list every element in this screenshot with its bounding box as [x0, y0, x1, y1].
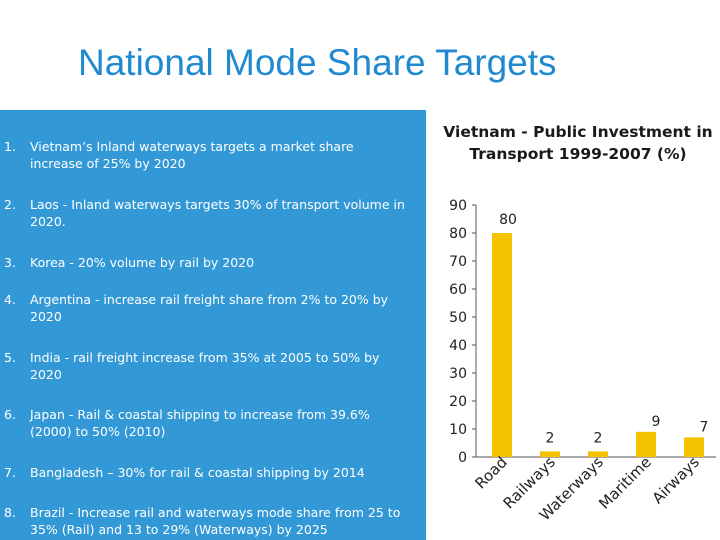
data-label: 2	[594, 430, 603, 446]
target-text: Brazil - Increase rail and waterways mod…	[30, 505, 401, 537]
target-item: 6. Japan - Rail & coastal shipping to inc…	[0, 406, 410, 440]
target-number: 2.	[4, 197, 16, 212]
target-number: 8.	[4, 505, 16, 520]
category-label: Road	[471, 453, 510, 492]
y-tick-label: 0	[458, 450, 467, 466]
category-label: Maritime	[595, 453, 655, 513]
target-item: 4. Argentina - increase rail freight shar…	[0, 291, 410, 325]
target-number: 4.	[4, 292, 16, 307]
bar	[540, 451, 560, 457]
y-tick-label: 50	[449, 310, 467, 326]
y-tick-label: 30	[449, 366, 467, 382]
bar	[492, 233, 512, 457]
chart-title: Vietnam - Public Investment in Transport…	[443, 123, 713, 163]
bar	[636, 431, 656, 457]
target-item: 1. Vietnam’s Inland waterways targets a m…	[0, 138, 410, 172]
target-item: 5. India - rail freight increase from 35%…	[0, 349, 410, 383]
target-text: India - rail freight increase from 35% a…	[30, 350, 380, 382]
target-item: 7. Bangladesh – 30% for rail & coastal sh…	[0, 464, 410, 481]
bar	[684, 437, 704, 457]
y-tick-label: 20	[449, 394, 467, 410]
y-tick-label: 90	[449, 198, 467, 214]
targets-panel: 1. Vietnam’s Inland waterways targets a m…	[0, 110, 426, 540]
y-tick-label: 70	[449, 254, 467, 270]
target-number: 3.	[4, 255, 16, 270]
target-number: 5.	[4, 350, 16, 365]
target-text: Bangladesh – 30% for rail & coastal ship…	[30, 465, 365, 480]
target-number: 6.	[4, 407, 16, 422]
target-number: 7.	[4, 465, 16, 480]
category-label: Airways	[649, 453, 703, 507]
investment-bar-chart: 010203040506070809080Road2Railways2Water…	[449, 198, 716, 524]
target-text: Laos - Inland waterways targets 30% of t…	[30, 197, 405, 229]
target-text: Vietnam’s Inland waterways targets a mar…	[30, 139, 354, 171]
data-label: 80	[499, 212, 517, 228]
target-item: 3. Korea - 20% volume by rail by 2020	[0, 254, 410, 271]
data-label: 9	[652, 414, 661, 430]
y-tick-label: 10	[449, 422, 467, 438]
y-tick-label: 60	[449, 282, 467, 298]
slide-title: National Mode Share Targets	[78, 42, 557, 83]
target-text: Korea - 20% volume by rail by 2020	[30, 255, 255, 270]
y-tick-label: 40	[449, 338, 467, 354]
y-tick-label: 80	[449, 226, 467, 242]
target-text: Argentina - increase rail freight share …	[30, 292, 389, 324]
data-label: 7	[700, 419, 709, 435]
target-item: 8. Brazil - Increase rail and waterways m…	[0, 504, 410, 538]
target-text: Japan - Rail & coastal shipping to incre…	[30, 407, 370, 439]
bar	[588, 451, 608, 457]
data-label: 2	[546, 430, 555, 446]
target-number: 1.	[4, 139, 16, 154]
target-item: 2. Laos - Inland waterways targets 30% of…	[0, 196, 410, 230]
